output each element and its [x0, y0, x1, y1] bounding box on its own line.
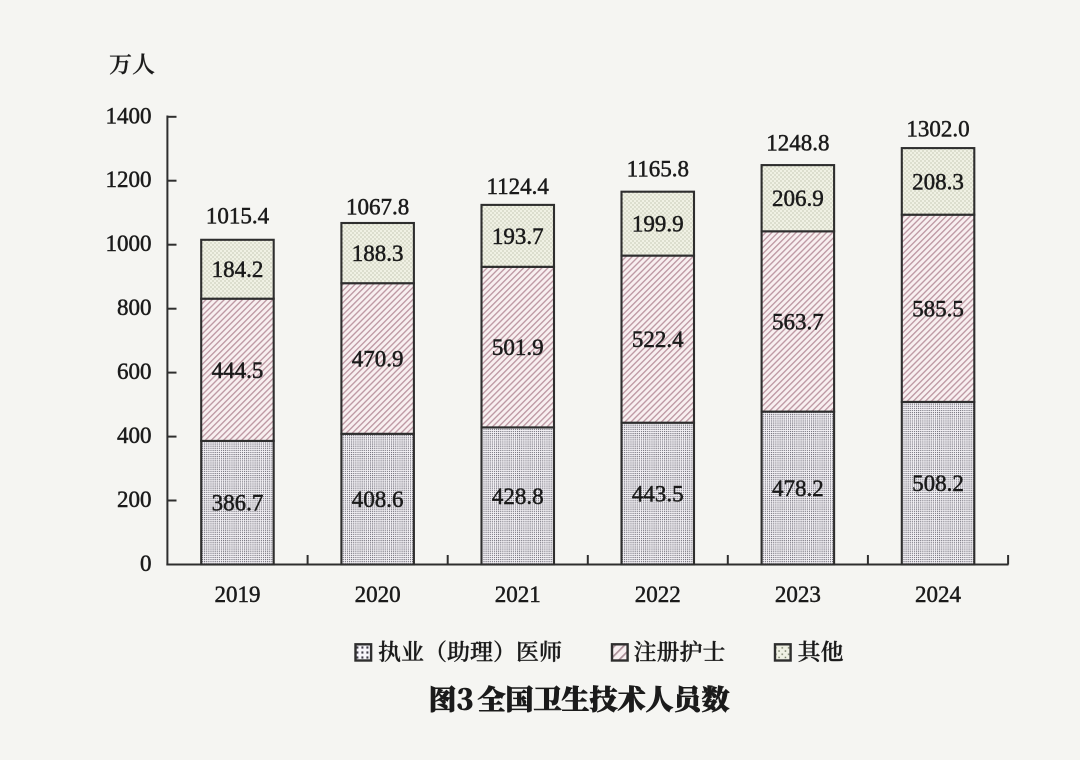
- svg-text:2023: 2023: [775, 582, 821, 607]
- svg-text:2019: 2019: [215, 582, 261, 607]
- svg-text:470.9: 470.9: [352, 347, 404, 372]
- svg-text:206.9: 206.9: [772, 186, 824, 211]
- svg-text:428.8: 428.8: [492, 484, 544, 509]
- svg-text:208.3: 208.3: [912, 169, 964, 194]
- svg-text:193.7: 193.7: [492, 224, 544, 249]
- svg-text:0: 0: [140, 551, 152, 576]
- svg-text:1165.8: 1165.8: [627, 157, 689, 182]
- svg-text:1000: 1000: [106, 231, 152, 256]
- svg-text:184.2: 184.2: [212, 257, 264, 282]
- svg-text:600: 600: [117, 359, 152, 384]
- svg-text:800: 800: [117, 295, 152, 320]
- svg-text:200: 200: [117, 487, 152, 512]
- svg-text:1248.8: 1248.8: [766, 131, 829, 156]
- svg-text:2020: 2020: [355, 582, 401, 607]
- svg-text:1400: 1400: [106, 103, 152, 128]
- svg-text:408.6: 408.6: [352, 487, 404, 512]
- svg-text:1015.4: 1015.4: [206, 203, 270, 228]
- svg-text:386.7: 386.7: [212, 491, 264, 516]
- svg-text:478.2: 478.2: [772, 476, 824, 501]
- svg-text:522.4: 522.4: [632, 327, 684, 352]
- svg-text:400: 400: [117, 423, 152, 448]
- svg-text:1200: 1200: [106, 167, 152, 192]
- svg-text:443.5: 443.5: [632, 482, 684, 507]
- svg-text:1302.0: 1302.0: [906, 117, 969, 142]
- svg-text:444.5: 444.5: [212, 358, 264, 383]
- svg-text:563.7: 563.7: [772, 309, 824, 334]
- svg-text:585.5: 585.5: [912, 296, 964, 321]
- svg-text:501.9: 501.9: [492, 335, 544, 360]
- svg-text:2021: 2021: [495, 582, 541, 607]
- svg-text:1067.8: 1067.8: [346, 195, 409, 220]
- svg-text:2022: 2022: [635, 582, 681, 607]
- svg-text:199.9: 199.9: [632, 212, 684, 237]
- svg-text:508.2: 508.2: [912, 471, 964, 496]
- svg-text:188.3: 188.3: [352, 241, 404, 266]
- svg-text:2024: 2024: [915, 582, 962, 607]
- svg-text:1124.4: 1124.4: [486, 174, 549, 199]
